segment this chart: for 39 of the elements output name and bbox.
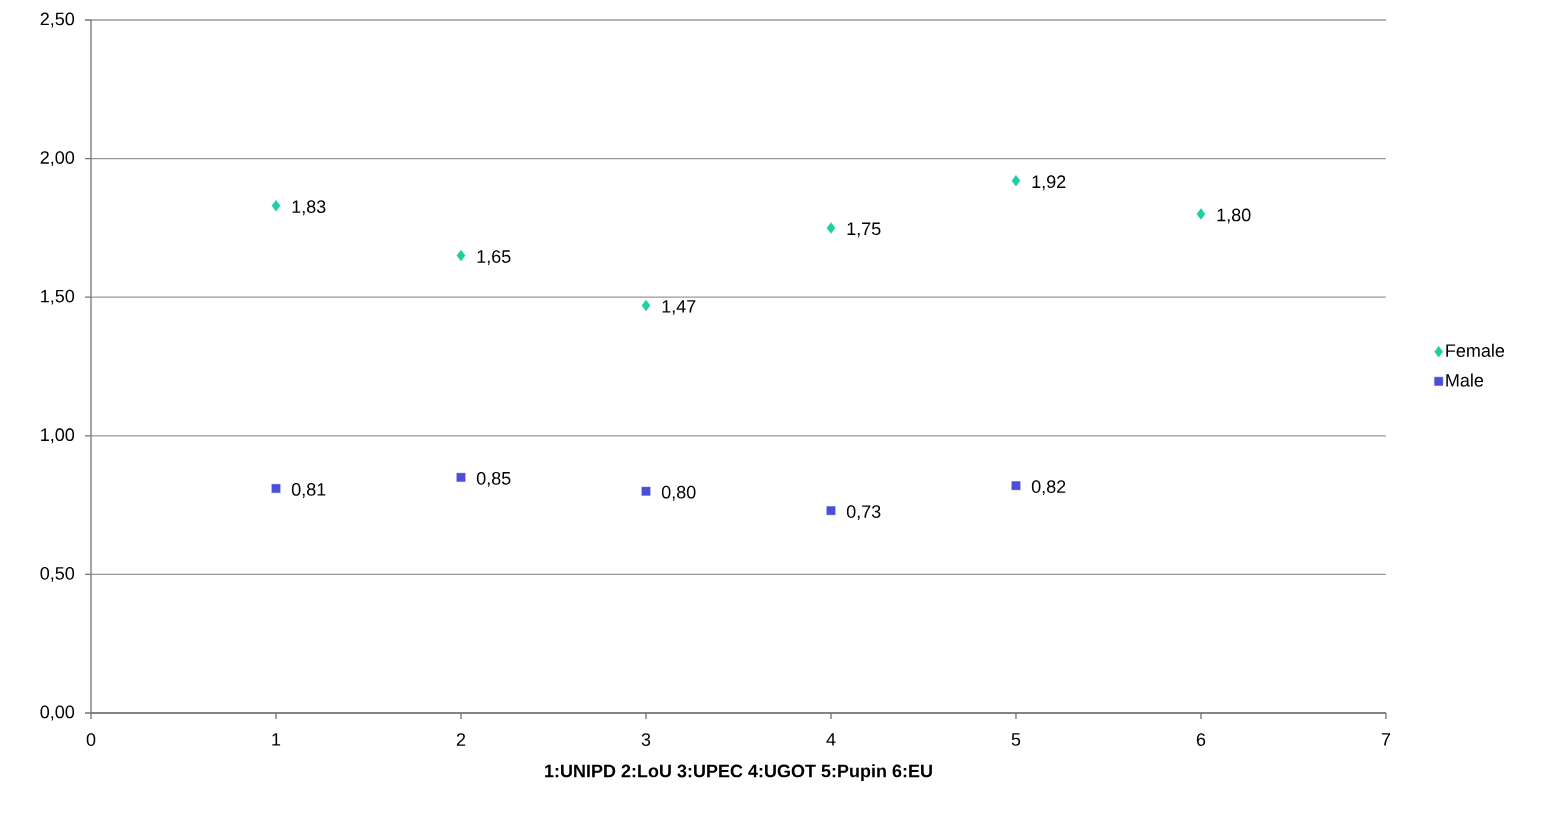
data-label: 1,65	[477, 250, 511, 266]
point	[641, 299, 651, 312]
x-tick-label: 0	[86, 733, 96, 746]
y-tick-label: 0,50	[40, 566, 75, 582]
data-label: 1,47	[662, 300, 696, 315]
data-label: 0,73	[846, 505, 881, 521]
y-tick-label: 2,00	[40, 151, 75, 167]
y-tick-label: 1,50	[41, 289, 75, 305]
data-label: 0,80	[661, 485, 696, 501]
data-label: 0,85	[476, 471, 511, 487]
point	[456, 472, 466, 482]
legend-label: Male	[1446, 373, 1484, 387]
x-tick-label: 2	[456, 733, 466, 746]
x-tick-label: 7	[1381, 733, 1391, 746]
point	[271, 200, 281, 212]
legend-label: Female	[1446, 343, 1505, 357]
data-label: 1,92	[1032, 175, 1066, 191]
point	[826, 222, 836, 234]
y-tick-label: 0,00	[40, 705, 75, 721]
x-tick-label: 3	[641, 733, 651, 746]
point	[1011, 481, 1021, 491]
point	[641, 486, 651, 496]
point	[1011, 175, 1021, 187]
point	[1196, 208, 1206, 220]
data-label: 1,80	[1217, 208, 1251, 224]
data-label: 1,75	[847, 222, 881, 238]
y-tick-label: 1,00	[41, 428, 75, 444]
point	[456, 249, 466, 262]
data-label: 0,81	[291, 483, 326, 498]
y-tick-label: 2,50	[40, 12, 75, 28]
x-tick-label: 6	[1196, 733, 1206, 746]
x-tick-label: 4	[826, 733, 836, 746]
data-label: 0,82	[1031, 480, 1066, 496]
x-axis-title: 1:UNIPD 2:LoU 3:UPEC 4:UGOT 5:Pupin 6:EU	[545, 764, 932, 781]
point	[826, 506, 836, 516]
x-tick-label: 5	[1011, 733, 1021, 746]
data-label: 1,83	[292, 200, 326, 216]
x-tick-label: 1	[272, 733, 281, 746]
point	[271, 484, 281, 493]
